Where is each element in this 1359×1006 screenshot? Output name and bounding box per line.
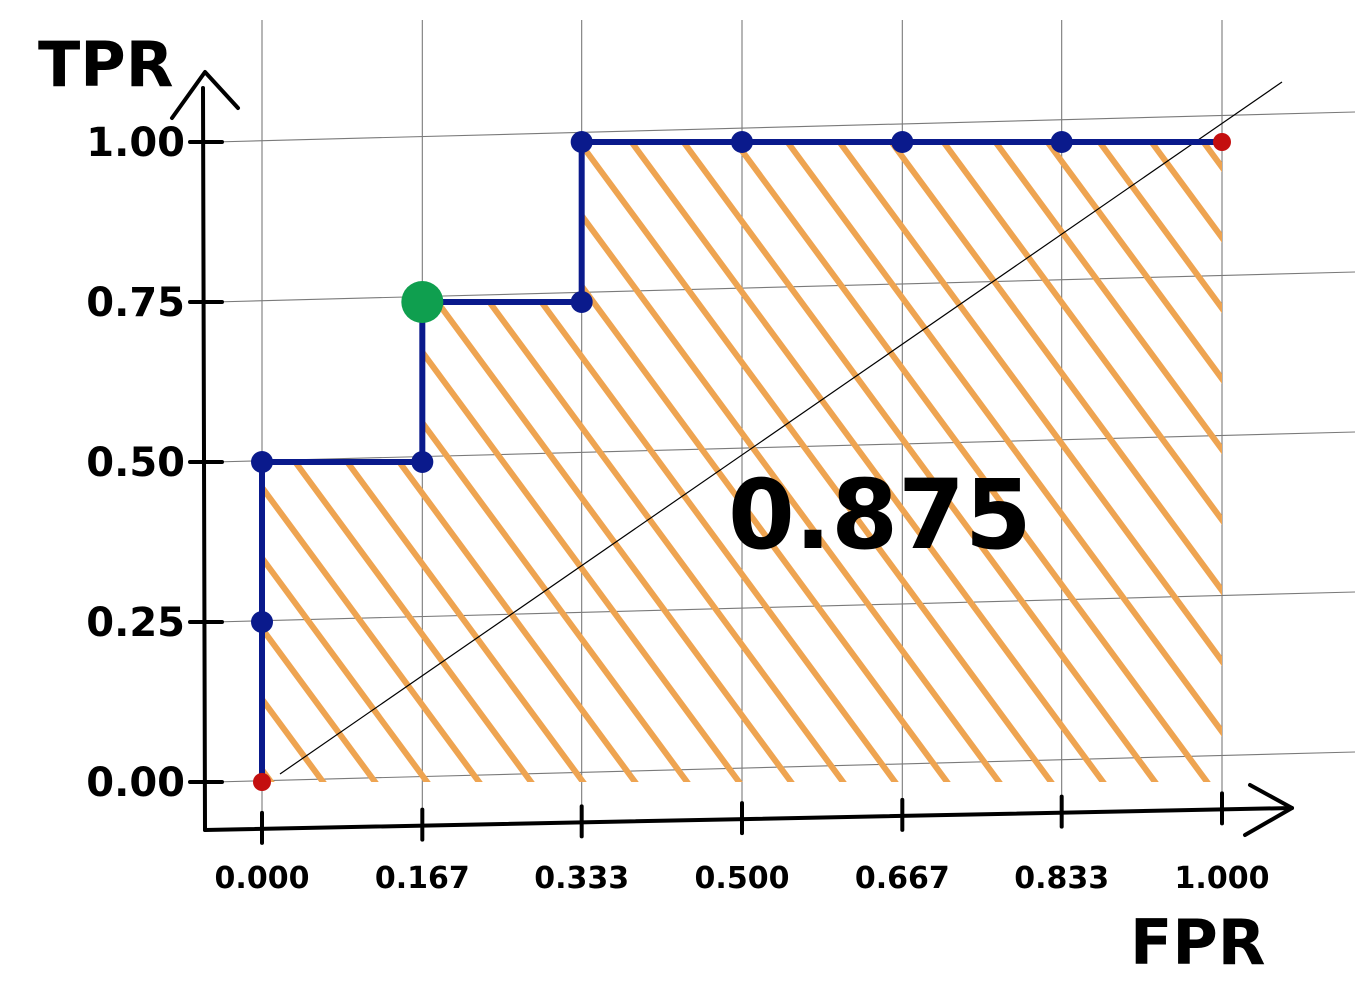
y-tick-label-1: 0.25 [86,600,185,646]
grid-line-y-2 [214,431,1356,463]
roc-point-6 [570,131,593,153]
hatch-stroke [262,142,697,782]
x-axis-arrow [1243,783,1294,837]
hatch-stroke [262,142,541,782]
roc-endpoint-10 [1213,133,1231,151]
reference-diagonal [279,81,1283,775]
hatch-stroke [1119,142,1222,782]
x-tick-label-2: 0.333 [534,861,629,896]
hatch-stroke [807,142,1222,782]
roc-point-7 [731,131,753,153]
roc-point-2 [251,451,273,473]
hatch-stroke [859,142,1222,782]
hatch-stroke [495,142,1061,782]
y-axis-arrow [170,70,240,120]
x-tick-label-5: 0.833 [1014,861,1109,896]
x-tick-label-3: 0.500 [695,861,790,896]
hatch-stroke [547,142,1113,782]
y-axis-line [201,86,207,832]
roc-point-5 [570,291,593,313]
grid-line-y-0 [214,751,1356,783]
x-tick-label-1: 0.167 [375,861,470,896]
axes [170,70,1294,837]
hatch-stroke [1067,142,1222,782]
hatch-stroke [703,142,1222,782]
hatch-stroke [599,142,1165,782]
hatch-stroke [755,142,1222,782]
hatch-stroke [1171,142,1222,782]
hatch-stroke [262,142,437,782]
hatch-stroke [1278,102,1359,862]
hatch-stroke [262,142,645,782]
x-tick-label-4: 0.667 [855,861,950,896]
grid-line-y-4 [214,111,1356,143]
hatch-stroke [963,142,1222,782]
roc-point-8 [891,131,914,153]
hatch-stroke [262,142,749,782]
x-tick-label-0: 0.000 [215,861,310,896]
hatch-stroke [262,142,385,782]
hatch-stroke [262,142,489,782]
x-axis-label: FPR [1130,906,1266,979]
roc-highlight-point [401,281,444,323]
hatch-stroke [911,142,1222,782]
hatch-stroke [1015,142,1222,782]
y-tick-label-0: 0.00 [86,760,185,806]
hatch-stroke [1330,102,1359,862]
y-tick-label-3: 0.75 [86,280,185,326]
diagonal-line [279,81,1283,775]
x-tick-label-6: 1.000 [1175,861,1270,896]
auc-value-label: 0.875 [728,459,1032,571]
hatch-stroke [651,142,1217,782]
roc-point-1 [251,611,273,633]
tick-labels: 0.000 0.167 0.333 0.500 0.667 0.833 1.000 0.00 0… [86,120,1269,896]
y-tick-label-4: 1.00 [86,120,185,166]
hatch-stroke [262,142,801,782]
roc-points [251,131,1231,791]
x-axis-line [203,806,1294,832]
grid-line-y-1 [214,591,1356,623]
roc-point-9 [1050,131,1073,153]
y-axis-label: TPR [38,28,173,101]
roc-endpoint-0 [253,773,271,791]
hatch-stroke [262,142,593,782]
y-tick-label-2: 0.50 [86,440,185,486]
hatch-stroke [1226,102,1359,862]
roc-point-3 [411,451,434,473]
